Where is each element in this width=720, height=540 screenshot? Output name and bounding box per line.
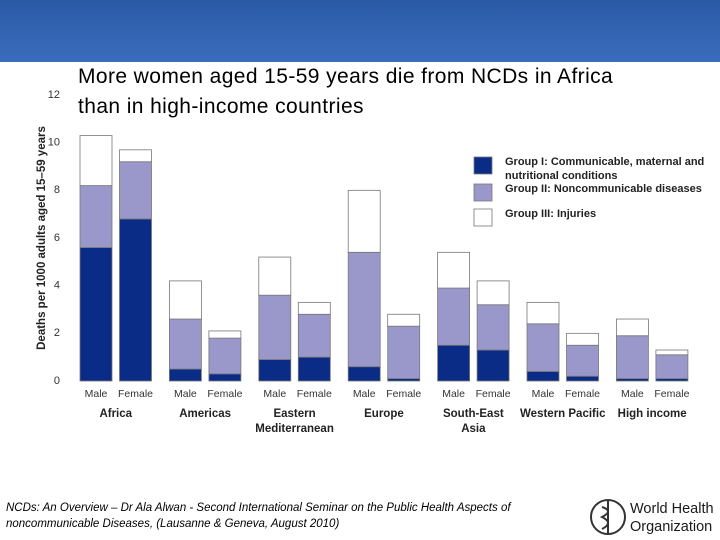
bar-segment bbox=[655, 349, 689, 356]
legend-item: Group III: Injuries bbox=[505, 208, 597, 220]
x-tick-label: Male bbox=[263, 388, 286, 400]
bar-segment bbox=[347, 251, 381, 368]
title-line: More women aged 15-59 years die from NCD… bbox=[78, 65, 614, 88]
logo-emblem bbox=[599, 506, 609, 530]
group-label: Europe bbox=[364, 408, 404, 420]
logo-text: World Health bbox=[630, 501, 714, 517]
bar-segment bbox=[566, 332, 599, 346]
x-tick-label: Male bbox=[532, 388, 555, 400]
group-label: Africa bbox=[99, 408, 132, 420]
bar-segment bbox=[437, 344, 471, 382]
y-tick-label: 4 bbox=[54, 280, 60, 292]
bar-segment bbox=[476, 304, 510, 351]
bar-segment bbox=[437, 251, 471, 289]
bar-segment bbox=[476, 280, 510, 306]
bar-segment bbox=[119, 149, 152, 163]
bar-segment bbox=[387, 325, 421, 380]
bar-segment bbox=[526, 323, 560, 372]
group-label: High income bbox=[618, 408, 687, 420]
y-axis-label: Deaths per 1000 adults aged 15–59 years bbox=[36, 126, 48, 350]
bar-segment bbox=[168, 368, 202, 382]
y-tick-label: 6 bbox=[54, 232, 60, 244]
bar-segment bbox=[347, 366, 381, 382]
legend-swatch bbox=[473, 156, 493, 175]
bar-segment bbox=[297, 356, 331, 382]
legend-item: Group I: Communicable, maternal and nutr… bbox=[505, 156, 705, 182]
y-tick-label: 2 bbox=[54, 327, 60, 339]
x-tick-label: Male bbox=[174, 388, 197, 400]
bar-segment bbox=[526, 371, 560, 382]
group-label: Asia bbox=[461, 423, 486, 435]
logo: World Health Organization bbox=[590, 499, 714, 535]
bar-segment bbox=[79, 135, 113, 186]
y-tick-label: 0 bbox=[54, 375, 60, 387]
x-tick-label: Male bbox=[85, 388, 108, 400]
bar-segment bbox=[258, 294, 292, 360]
group-label: Mediterranean bbox=[255, 423, 334, 435]
x-tick-label: Female bbox=[297, 388, 332, 400]
group-label: Eastern bbox=[273, 408, 315, 420]
chart-title: More women aged 15-59 years die from NCD… bbox=[78, 62, 613, 122]
bar-segment bbox=[437, 287, 471, 346]
bar-segment bbox=[297, 313, 331, 358]
bar-segment bbox=[258, 359, 292, 382]
y-tick-label: 10 bbox=[48, 137, 60, 149]
bar-segment bbox=[168, 280, 202, 320]
bar-segment bbox=[566, 344, 599, 377]
chart: Deaths per 1000 adults aged 15–59 years … bbox=[36, 89, 705, 435]
y-tick-label: 12 bbox=[48, 89, 60, 101]
x-tick-label: Male bbox=[621, 388, 644, 400]
legend-label: Group II: Noncommunicable diseases bbox=[505, 183, 702, 195]
title-line: than in high-income countries bbox=[78, 95, 364, 118]
bar-segment bbox=[208, 337, 242, 375]
bar-segment bbox=[347, 189, 381, 253]
x-tick-label: Male bbox=[353, 388, 376, 400]
bar-segment bbox=[387, 313, 421, 327]
bar-segment bbox=[616, 335, 649, 380]
legend-label: Group I: Communicable, maternal and nutr… bbox=[505, 156, 705, 182]
x-tick-label: Female bbox=[207, 388, 242, 400]
x-tick-label: Female bbox=[476, 388, 511, 400]
bar-segment bbox=[79, 247, 113, 382]
bar-segment bbox=[208, 330, 242, 339]
legend-item: Group II: Noncommunicable diseases bbox=[505, 183, 702, 195]
bar-segment bbox=[119, 218, 152, 382]
citation: NCDs: An Overview – Dr Ala Alwan - Secon… bbox=[6, 502, 511, 530]
group-label: Americas bbox=[179, 408, 231, 420]
x-tick-label: Female bbox=[565, 388, 600, 400]
bar-segment bbox=[655, 354, 689, 380]
logo-emblem bbox=[590, 499, 626, 535]
legend-swatch bbox=[473, 208, 493, 227]
bar-segment bbox=[119, 161, 152, 220]
bar-segment bbox=[297, 301, 331, 315]
x-tick-label: Female bbox=[386, 388, 421, 400]
x-tick-label: Female bbox=[118, 388, 153, 400]
bar-segment bbox=[566, 375, 599, 382]
bar-segment bbox=[168, 318, 202, 370]
group-label: Western Pacific bbox=[520, 408, 606, 420]
bar-segment bbox=[208, 373, 242, 382]
group-label: South-East bbox=[443, 408, 504, 420]
bar-segment bbox=[79, 185, 113, 248]
legend-label: Group III: Injuries bbox=[505, 208, 597, 220]
bar-segment bbox=[476, 349, 510, 382]
x-tick-label: Female bbox=[654, 388, 689, 400]
x-tick-label: Male bbox=[442, 388, 465, 400]
bar-segment bbox=[258, 256, 292, 296]
bar-segment bbox=[616, 318, 649, 337]
logo-text: Organization bbox=[630, 519, 712, 535]
header-band bbox=[0, 0, 720, 62]
y-tick-label: 8 bbox=[54, 184, 60, 196]
bar-segment bbox=[526, 301, 560, 325]
legend-swatch bbox=[473, 183, 493, 202]
